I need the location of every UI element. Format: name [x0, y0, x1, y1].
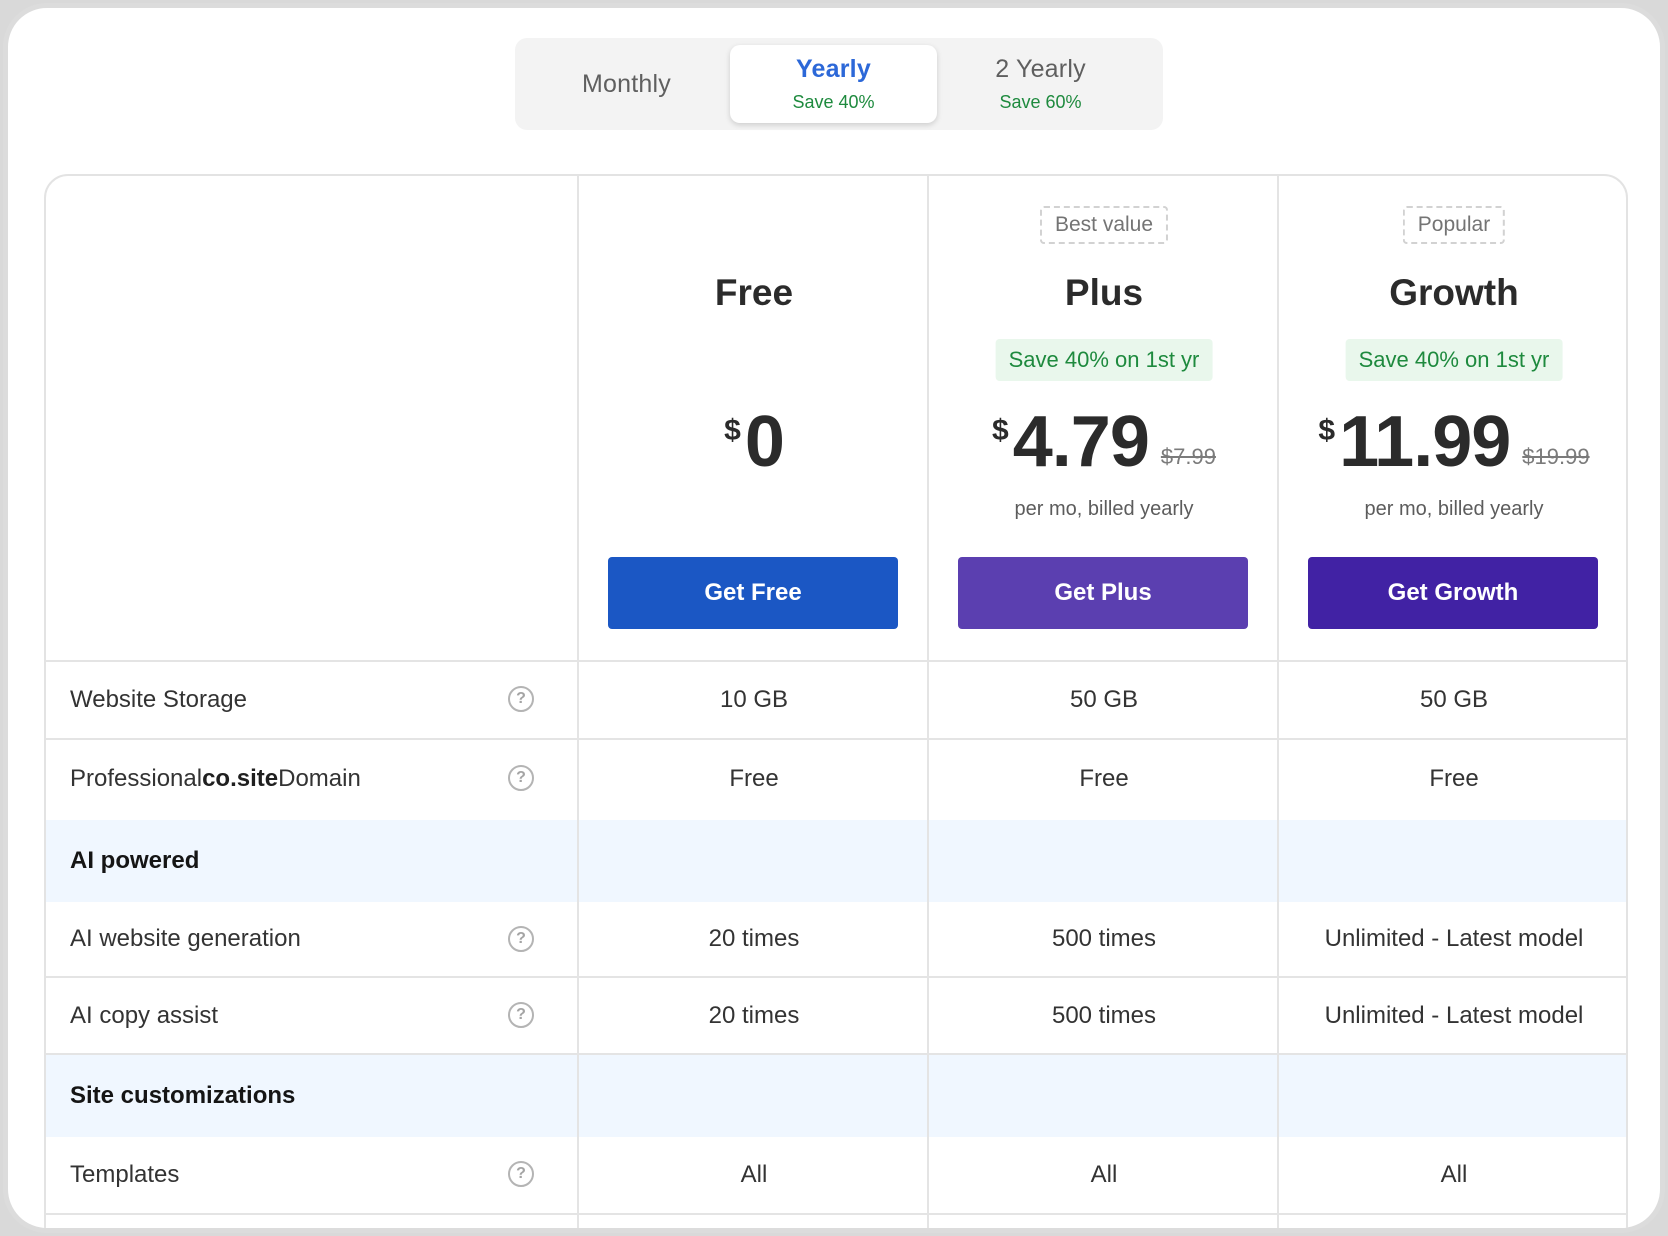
plan-free-currency: $: [724, 414, 741, 447]
value-growth-ai-generation: Unlimited - Latest model: [1324, 925, 1584, 952]
toggle-2-yearly-save: Save 60%: [999, 92, 1082, 112]
plan-growth-badge: Popular: [1402, 206, 1506, 244]
plan-growth: Popular Growth Save 40% on 1st yr $ 11.9…: [1279, 176, 1626, 660]
feature-label-domain: Professional co.site Domain: [70, 740, 361, 818]
column-divider: [1277, 176, 1279, 1228]
window-frame: Monthly Yearly Save 40% 2 Yearly Save 60…: [3, 3, 1665, 1233]
plan-growth-save-pill: Save 40% on 1st yr: [1345, 339, 1563, 381]
section-site-customizations: Site customizations: [46, 1055, 1626, 1137]
toggle-monthly[interactable]: Monthly: [523, 45, 730, 123]
feature-label-ai-copy: AI copy assist: [70, 1001, 219, 1029]
value-growth-storage: 50 GB: [1419, 686, 1489, 713]
value-free-storage: 10 GB: [719, 686, 789, 713]
column-divider: [927, 176, 929, 1228]
section-ai-powered-label: AI powered: [70, 847, 200, 874]
billing-period-toggle: Monthly Yearly Save 40% 2 Yearly Save 60…: [515, 38, 1163, 130]
table-row-ai-copy: AI copy assist ? 20 times 500 times Unli…: [46, 978, 1626, 1053]
domain-label-bold: co.site: [202, 765, 279, 792]
toggle-yearly-save: Save 40%: [792, 92, 875, 112]
value-free-templates: All: [740, 1161, 768, 1188]
plan-growth-billing-note: per mo, billed yearly: [1364, 498, 1544, 520]
help-icon[interactable]: ?: [508, 686, 534, 712]
plan-plus: Best value Plus Save 40% on 1st yr $ 4.7…: [929, 176, 1279, 660]
value-free-domain: Free: [729, 765, 779, 792]
toggle-yearly-label: Yearly: [796, 55, 871, 83]
help-icon[interactable]: ?: [508, 1002, 534, 1028]
table-row-ai-generation: AI website generation ? 20 times 500 tim…: [46, 902, 1626, 976]
plan-growth-price: $ 11.99 $19.99: [1279, 402, 1626, 482]
table-row-templates: Templates ? All All All: [46, 1137, 1626, 1213]
value-plus-ai-generation: 500 times: [1051, 925, 1157, 952]
domain-label-suffix: Domain: [278, 765, 361, 792]
get-growth-button[interactable]: Get Growth: [1308, 557, 1598, 629]
column-divider: [577, 176, 579, 1228]
toggle-2-yearly[interactable]: 2 Yearly Save 60%: [937, 45, 1144, 123]
section-ai-powered: AI powered: [46, 820, 1626, 902]
plan-plus-billing-note: per mo, billed yearly: [1014, 498, 1194, 520]
plan-growth-name: Growth: [1389, 272, 1519, 313]
value-plus-domain: Free: [1079, 765, 1129, 792]
table-row-domain: Professional co.site Domain ? Free Free …: [46, 740, 1626, 818]
plan-free: Free $ 0 Get Free: [579, 176, 929, 660]
domain-label-prefix: Professional: [70, 765, 203, 792]
plan-plus-badge: Best value: [1039, 206, 1169, 244]
help-icon[interactable]: ?: [508, 765, 534, 791]
plan-plus-price: $ 4.79 $7.99: [929, 402, 1279, 482]
get-plus-button[interactable]: Get Plus: [958, 557, 1248, 629]
row-divider: [46, 738, 1626, 740]
plan-growth-old-price: $19.99: [1522, 444, 1590, 469]
toggle-yearly[interactable]: Yearly Save 40%: [730, 45, 937, 123]
plan-free-price: $ 0: [579, 402, 929, 482]
get-free-button[interactable]: Get Free: [608, 557, 898, 629]
pricing-table: AI powered Site customizations Free $ 0 …: [44, 174, 1628, 1228]
table-row-website-storage: Website Storage ? 10 GB 50 GB 50 GB: [46, 662, 1626, 738]
section-site-customizations-label: Site customizations: [70, 1082, 296, 1109]
plan-growth-amount: 11.99: [1339, 402, 1511, 482]
toggle-2-yearly-label: 2 Yearly: [995, 55, 1086, 83]
feature-label-website-storage: Website Storage: [70, 686, 247, 713]
plan-growth-currency: $: [1318, 414, 1336, 447]
value-growth-domain: Free: [1429, 765, 1479, 792]
plan-free-amount: 0: [744, 402, 785, 482]
value-plus-templates: All: [1090, 1161, 1118, 1188]
plan-plus-amount: 4.79: [1012, 402, 1150, 482]
feature-label-templates: Templates: [70, 1161, 180, 1188]
value-plus-ai-copy: 500 times: [1051, 1001, 1157, 1029]
plan-free-name: Free: [714, 272, 794, 313]
feature-label-ai-generation: AI website generation: [70, 925, 301, 952]
plan-plus-old-price: $7.99: [1160, 444, 1216, 469]
row-divider: [46, 976, 1626, 978]
row-divider: [46, 660, 1626, 662]
toggle-monthly-label: Monthly: [582, 69, 671, 98]
plan-plus-name: Plus: [1064, 272, 1144, 313]
value-plus-storage: 50 GB: [1069, 686, 1139, 713]
row-divider: [46, 1213, 1626, 1215]
plan-plus-currency: $: [992, 414, 1009, 447]
value-growth-ai-copy: Unlimited - Latest model: [1324, 1001, 1584, 1029]
help-icon[interactable]: ?: [508, 1161, 534, 1187]
plan-plus-save-pill: Save 40% on 1st yr: [995, 339, 1213, 381]
value-free-ai-copy: 20 times: [708, 1001, 800, 1029]
value-growth-templates: All: [1440, 1161, 1468, 1188]
help-icon[interactable]: ?: [508, 926, 534, 952]
row-divider: [46, 1053, 1626, 1055]
value-free-ai-generation: 20 times: [708, 925, 800, 952]
